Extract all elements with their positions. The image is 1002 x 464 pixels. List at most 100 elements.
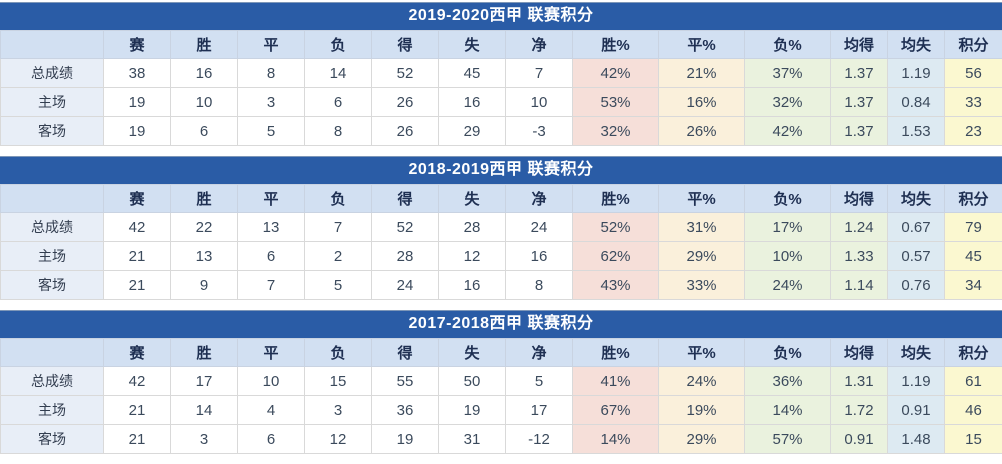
data-cell-goals_against: 16: [439, 88, 506, 117]
data-cell-points: 79: [945, 213, 1002, 242]
data-cell-avg_against: 0.57: [888, 242, 945, 271]
data-cell-avg_for: 1.72: [831, 396, 888, 425]
column-header-points: 积分: [945, 339, 1002, 367]
data-cell-goals_for: 36: [372, 396, 439, 425]
data-cell-draw_pct: 29%: [659, 425, 745, 454]
data-cell-points: 34: [945, 271, 1002, 300]
column-header-avg_for: 均得: [831, 185, 888, 213]
column-header-draws: 平: [238, 185, 305, 213]
row-label: 总成绩: [1, 59, 104, 88]
column-header-wins: 胜: [171, 185, 238, 213]
data-cell-avg_for: 1.33: [831, 242, 888, 271]
data-cell-points: 56: [945, 59, 1002, 88]
data-cell-win_pct: 43%: [573, 271, 659, 300]
column-header-goal_diff: 净: [506, 31, 573, 59]
data-cell-loss_pct: 37%: [745, 59, 831, 88]
data-cell-avg_against: 1.19: [888, 59, 945, 88]
data-cell-wins: 17: [171, 367, 238, 396]
row-label: 主场: [1, 242, 104, 271]
data-cell-draws: 13: [238, 213, 305, 242]
column-header-goal_diff: 净: [506, 339, 573, 367]
data-cell-avg_against: 0.76: [888, 271, 945, 300]
row-label: 主场: [1, 396, 104, 425]
data-cell-draws: 5: [238, 117, 305, 146]
row-label: 总成绩: [1, 213, 104, 242]
header-row: 赛胜平负得失净胜%平%负%均得均失积分: [1, 185, 1002, 213]
column-header-goals_for: 得: [372, 185, 439, 213]
data-cell-loss_pct: 32%: [745, 88, 831, 117]
data-cell-draws: 6: [238, 425, 305, 454]
data-cell-draws: 7: [238, 271, 305, 300]
data-cell-avg_for: 1.37: [831, 117, 888, 146]
header-row: 赛胜平负得失净胜%平%负%均得均失积分: [1, 339, 1002, 367]
data-cell-loss_pct: 36%: [745, 367, 831, 396]
data-cell-draws: 4: [238, 396, 305, 425]
column-header-goals_against: 失: [439, 31, 506, 59]
data-cell-win_pct: 42%: [573, 59, 659, 88]
data-cell-goal_diff: 5: [506, 367, 573, 396]
data-cell-avg_against: 0.91: [888, 396, 945, 425]
data-cell-played: 19: [104, 117, 171, 146]
column-header-avg_against: 均失: [888, 31, 945, 59]
data-cell-avg_against: 1.48: [888, 425, 945, 454]
data-cell-losses: 8: [305, 117, 372, 146]
data-cell-goals_for: 19: [372, 425, 439, 454]
data-cell-win_pct: 14%: [573, 425, 659, 454]
data-cell-draw_pct: 29%: [659, 242, 745, 271]
column-header-avg_against: 均失: [888, 339, 945, 367]
data-cell-goals_against: 19: [439, 396, 506, 425]
data-cell-played: 21: [104, 271, 171, 300]
data-cell-goals_against: 31: [439, 425, 506, 454]
column-header-win_pct: 胜%: [573, 339, 659, 367]
column-header-goals_against: 失: [439, 339, 506, 367]
column-header-played: 赛: [104, 31, 171, 59]
column-header-goals_for: 得: [372, 339, 439, 367]
column-header-goal_diff: 净: [506, 185, 573, 213]
data-cell-draw_pct: 24%: [659, 367, 745, 396]
data-cell-losses: 7: [305, 213, 372, 242]
data-cell-goal_diff: 24: [506, 213, 573, 242]
data-cell-played: 21: [104, 242, 171, 271]
table-title: 2018-2019西甲 联赛积分: [0, 156, 1002, 184]
data-cell-losses: 5: [305, 271, 372, 300]
data-cell-goals_against: 50: [439, 367, 506, 396]
data-cell-goals_against: 45: [439, 59, 506, 88]
data-cell-goals_for: 26: [372, 88, 439, 117]
data-cell-win_pct: 62%: [573, 242, 659, 271]
column-header-wins: 胜: [171, 339, 238, 367]
column-header-losses: 负: [305, 31, 372, 59]
data-cell-draw_pct: 33%: [659, 271, 745, 300]
column-header-played: 赛: [104, 339, 171, 367]
data-cell-goals_against: 16: [439, 271, 506, 300]
data-cell-goal_diff: -12: [506, 425, 573, 454]
data-cell-win_pct: 32%: [573, 117, 659, 146]
data-cell-losses: 12: [305, 425, 372, 454]
data-cell-wins: 9: [171, 271, 238, 300]
row-label: 客场: [1, 425, 104, 454]
column-header-win_pct: 胜%: [573, 185, 659, 213]
data-cell-losses: 3: [305, 396, 372, 425]
data-cell-goals_against: 28: [439, 213, 506, 242]
data-cell-played: 42: [104, 367, 171, 396]
column-header-draw_pct: 平%: [659, 31, 745, 59]
column-header-row_label: [1, 185, 104, 213]
data-cell-win_pct: 67%: [573, 396, 659, 425]
data-cell-points: 45: [945, 242, 1002, 271]
data-cell-win_pct: 52%: [573, 213, 659, 242]
data-cell-goal_diff: 7: [506, 59, 573, 88]
data-cell-goals_for: 52: [372, 213, 439, 242]
column-header-loss_pct: 负%: [745, 31, 831, 59]
column-header-avg_for: 均得: [831, 339, 888, 367]
data-cell-goal_diff: 8: [506, 271, 573, 300]
column-header-row_label: [1, 31, 104, 59]
data-cell-loss_pct: 17%: [745, 213, 831, 242]
